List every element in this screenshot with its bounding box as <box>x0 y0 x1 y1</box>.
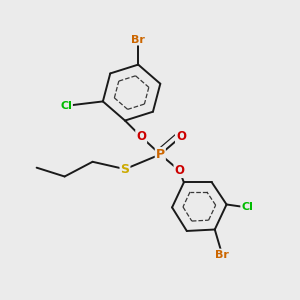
Text: Cl: Cl <box>60 101 72 111</box>
Text: Br: Br <box>131 34 145 45</box>
Text: Br: Br <box>215 250 229 260</box>
Text: O: O <box>176 130 186 143</box>
Text: O: O <box>174 164 184 177</box>
Text: Cl: Cl <box>241 202 253 212</box>
Text: P: P <box>156 148 165 161</box>
Text: O: O <box>136 130 146 143</box>
Text: S: S <box>121 163 130 176</box>
